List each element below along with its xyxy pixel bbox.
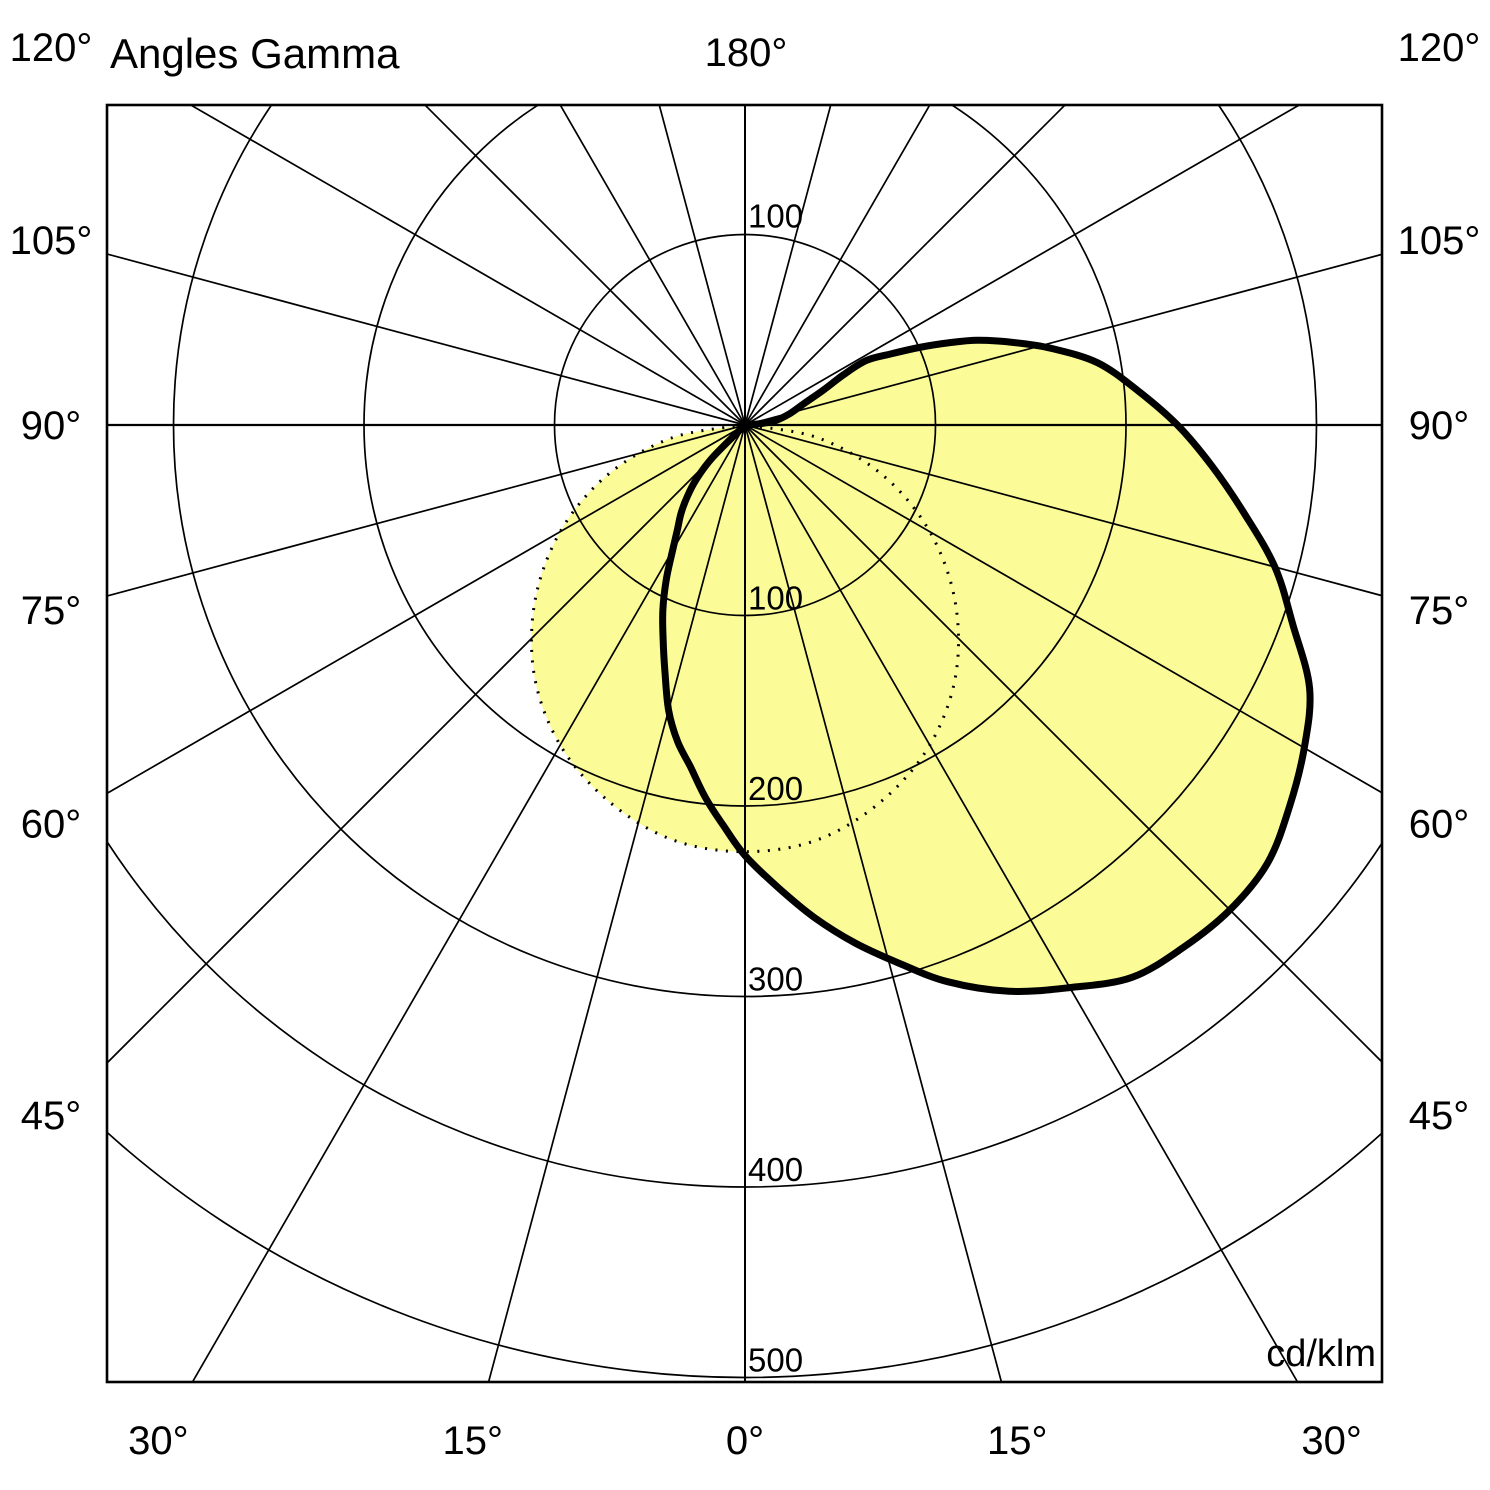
grid-radial-line-210deg [559,105,746,426]
radial-tick-label-300: 300 [748,961,803,998]
angle-label-left-105: 105° [10,219,93,263]
top-angle-label: 180° [705,31,788,75]
grid-radial-line-165deg [744,105,832,426]
radial-tick-label-100: 100 [748,580,803,617]
angle-label-right-90: 90° [1409,404,1470,448]
angle-label-left-120: 120° [10,26,93,70]
angle-label-left-90: 90° [21,404,82,448]
grid-radial-line-240deg [189,105,746,426]
angle-label-right-105: 105° [1398,219,1481,263]
angle-label-bottom-0: 0° [726,1419,764,1463]
angle-label-right-60: 60° [1409,802,1470,846]
axis-label-layer: 120° 105° 90° 75° 60° 45° 120° 105° 90° 75° 60° 45°… [10,26,1481,1463]
grid-radial-line-75deg [744,424,1382,597]
angle-label-left-60: 60° [21,802,82,846]
grid-radial-line-255deg [107,253,746,426]
grid-radial-line-15deg [744,424,1003,1382]
angle-label-right-120: 120° [1398,26,1481,70]
grid-radial-line-150deg [744,105,931,426]
grid-radial-line-285deg [107,424,746,597]
solid-distribution-curve-c0-c180 [659,336,1314,996]
grid-radial-line-135deg [744,105,1067,426]
grid-radial-line-315deg [107,424,746,1065]
grid-radial-line-330deg [191,424,746,1382]
grid-radial-line-30deg [744,424,1299,1382]
grid-radial-line-195deg [658,105,746,426]
grid-radial-line-300deg [107,424,746,795]
grid-radial-line-120deg [744,105,1301,426]
chart-frame [105,103,1384,1384]
angle-label-left-45: 45° [21,1094,82,1138]
grid-radial-line-60deg [744,424,1382,794]
angle-label-bottom-minus-30: 30° [128,1419,189,1463]
grid-radial-line-105deg [744,253,1382,426]
radial-tick-label-top-100: 100 [748,198,803,235]
radial-unit-label: cd/klm [1266,1333,1376,1375]
angle-label-bottom-minus-15: 15° [443,1419,504,1463]
angle-label-bottom-15: 15° [987,1419,1048,1463]
angle-label-left-75: 75° [21,589,82,633]
grid-radial-line-345deg [487,424,746,1382]
angle-label-right-75: 75° [1409,589,1470,633]
grid-radial-line-225deg [423,105,746,426]
radial-tick-label-400: 400 [748,1151,803,1188]
radial-tick-label-500: 500 [748,1342,803,1379]
angle-label-right-45: 45° [1409,1094,1470,1138]
angle-label-bottom-30: 30° [1301,1419,1362,1463]
grid-radial-line-45deg [744,424,1382,1064]
distribution-curve-layer [529,336,1314,996]
radial-tick-label-200: 200 [748,770,803,807]
chart-title: Angles Gamma [110,30,400,77]
